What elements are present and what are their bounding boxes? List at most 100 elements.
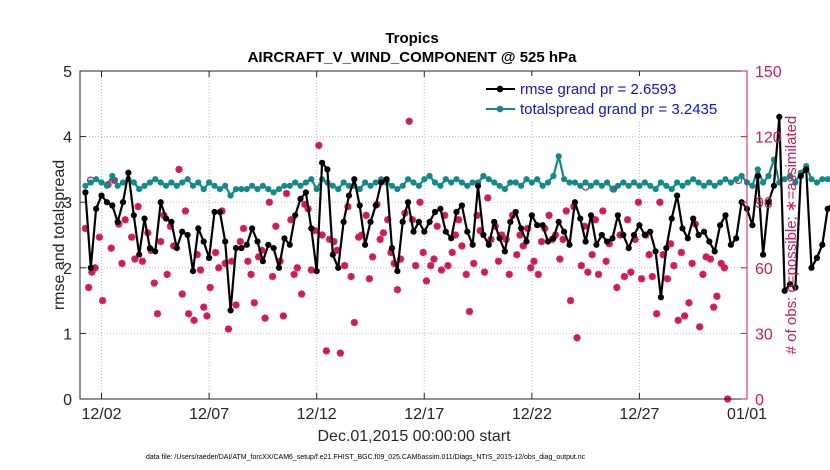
totalspread-point — [362, 179, 369, 186]
rmse-point — [641, 231, 648, 239]
totalspread-point — [738, 172, 745, 180]
obs-assimilated-marker — [95, 233, 103, 241]
rmse-point — [195, 225, 202, 232]
rmse-point — [173, 245, 180, 252]
obs-assimilated-marker — [293, 264, 301, 272]
totalspread-point — [501, 186, 508, 193]
rmse-point — [179, 228, 186, 235]
totalspread-point — [813, 179, 821, 186]
rmse-point — [797, 172, 804, 180]
totalspread-point — [114, 182, 121, 189]
totalspread-point — [340, 179, 347, 186]
totalspread-point — [243, 186, 250, 193]
rmse-point — [319, 159, 326, 166]
rmse-point — [270, 245, 277, 252]
legend-rmse-marker — [496, 85, 504, 93]
rmse-point — [125, 169, 132, 176]
rmse-point — [351, 176, 358, 183]
obs-assimilated-marker — [118, 259, 126, 268]
rmse-point — [103, 199, 110, 206]
rmse-point — [663, 245, 670, 252]
obs-assimilated-marker — [224, 325, 233, 333]
x-tick-label: 12/02 — [81, 406, 121, 423]
rmse-point — [216, 208, 223, 216]
rmse-point — [770, 182, 778, 189]
rmse-point — [87, 264, 94, 271]
totalspread-point — [437, 182, 444, 189]
totalspread-point — [265, 186, 272, 193]
totalspread-point — [604, 179, 611, 186]
obs-assimilated-marker — [250, 299, 258, 307]
totalspread-point — [684, 179, 691, 186]
obs-assimilated-marker — [688, 259, 696, 268]
rmse-point — [394, 268, 401, 275]
obs-assimilated-marker — [138, 257, 146, 265]
obs-assimilated-marker — [265, 198, 273, 206]
obs-assimilated-marker — [674, 316, 682, 324]
rmse-point — [372, 202, 379, 209]
obs-assimilated-marker — [562, 207, 570, 215]
totalspread-point — [168, 179, 175, 186]
totalspread-point — [367, 182, 374, 189]
obs-assimilated-marker — [422, 277, 431, 285]
totalspread-point — [754, 166, 761, 173]
obs-assimilated-marker — [545, 211, 553, 219]
totalspread-point — [625, 182, 632, 189]
rmse-point — [754, 172, 761, 180]
totalspread-point — [469, 179, 476, 186]
totalspread-point — [313, 186, 320, 193]
rmse-point — [727, 241, 735, 248]
obs-assimilated-marker — [247, 270, 255, 278]
rmse-point — [200, 238, 207, 245]
rmse-point — [474, 182, 482, 189]
totalspread-point — [211, 182, 218, 189]
rmse-point — [421, 228, 428, 235]
obs-assimilated-marker — [480, 268, 489, 276]
x-tick-label: 12/07 — [189, 406, 229, 423]
rmse-point — [426, 218, 433, 225]
totalspread-point — [297, 182, 304, 189]
obs-assimilated-marker — [444, 262, 452, 270]
rmse-point — [813, 254, 821, 262]
rmse-point — [329, 251, 336, 258]
totalspread-point — [593, 179, 600, 186]
obs-assimilated-marker — [282, 189, 291, 198]
rmse-point — [630, 231, 638, 239]
totalspread-point — [254, 186, 261, 193]
totalspread-point — [566, 179, 573, 186]
obs-assimilated-marker — [200, 303, 208, 311]
totalspread-point — [630, 179, 638, 186]
obs-assimilated-marker — [627, 268, 635, 276]
rmse-point — [657, 294, 665, 301]
obs-assimilated-marker — [206, 283, 214, 292]
obs-assimilated-marker — [530, 257, 538, 265]
obs-assimilated-marker — [685, 299, 693, 307]
totalspread-point — [711, 182, 718, 189]
y-tick-label: 3 — [63, 195, 72, 212]
totalspread-point — [663, 182, 670, 189]
rmse-point — [684, 235, 691, 242]
totalspread-point — [141, 182, 148, 189]
rmse-point — [388, 245, 396, 252]
totalspread-point — [388, 182, 396, 189]
obs-assimilated-marker — [131, 255, 139, 263]
rmse-point — [544, 238, 552, 245]
y-tick-label: 4 — [63, 130, 72, 147]
obs-assimilated-marker — [175, 165, 183, 173]
rmse-point — [561, 228, 568, 235]
obs-assimilated-marker — [656, 198, 664, 206]
rmse-point — [286, 241, 293, 248]
rmse-point — [82, 189, 89, 196]
totalspread-point — [98, 179, 105, 186]
rmse-point — [302, 189, 309, 196]
totalspread-point — [609, 186, 616, 193]
totalspread-point — [765, 172, 772, 180]
totalspread-point — [507, 179, 514, 186]
rmse-point — [335, 264, 342, 271]
totalspread-point — [700, 182, 708, 189]
tick-layer: 12/02 12/07 12/12 12/17 12/22 12/27 01/0101234… — [63, 64, 782, 423]
x-tick-label: 01/01 — [727, 406, 767, 423]
totalspread-point — [695, 179, 702, 186]
obs-assimilated-marker — [239, 224, 248, 233]
totalspread-point — [819, 176, 826, 183]
